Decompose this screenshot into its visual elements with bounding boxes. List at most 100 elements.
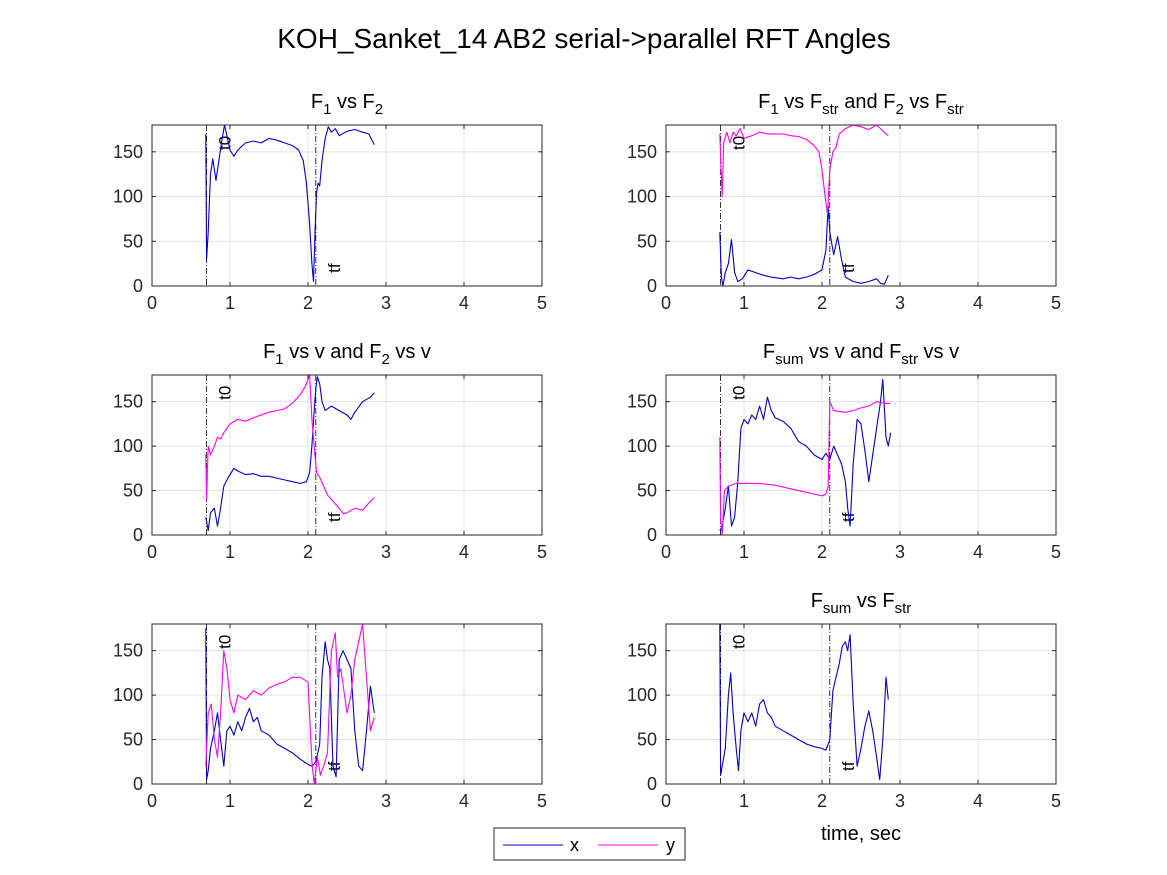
x-tick-label: 3: [895, 791, 905, 811]
event-label-tf: tf: [839, 512, 858, 522]
x-tick-label: 5: [537, 791, 547, 811]
x-tick-label: 2: [303, 293, 313, 313]
title-text: F: [763, 341, 775, 363]
x-tick-label: 2: [817, 293, 827, 313]
title-text: vs F: [904, 91, 947, 113]
y-tick-label: 100: [113, 187, 143, 207]
event-label-t0: t0: [216, 136, 235, 150]
subplot-title: Fsum vs v and Fstr vs v: [763, 341, 959, 368]
x-tick-label: 4: [973, 542, 983, 562]
title-text: F: [811, 590, 823, 612]
x-tick-label: 1: [225, 542, 235, 562]
event-label-tf: tf: [325, 512, 344, 522]
y-tick-label: 0: [647, 525, 657, 545]
plot-area: [666, 125, 1056, 286]
legend-box: [493, 827, 686, 861]
series-group: [719, 378, 892, 535]
y-tick-label: 50: [637, 481, 657, 501]
x-tick-label: 4: [459, 542, 469, 562]
x-tick-label: 0: [147, 293, 157, 313]
figure-title: KOH_Sanket_14 AB2 serial->parallel RFT A…: [277, 23, 890, 54]
x-tick-label: 5: [537, 293, 547, 313]
event-label-t0: t0: [730, 136, 749, 150]
y-tick-label: 150: [627, 392, 657, 412]
title-text: vs v and F: [803, 341, 901, 363]
subplot-title: F1 vs v and F2 vs v: [263, 341, 431, 368]
event-label-tf: tf: [325, 263, 344, 273]
x-tick-label: 1: [225, 791, 235, 811]
x-tick-label: 3: [381, 791, 391, 811]
y-tick-label: 50: [123, 231, 143, 251]
subplot-title: Fsum vs Fstr: [811, 590, 912, 617]
event-label-t0: t0: [216, 386, 235, 400]
series-line-x: [205, 125, 375, 283]
series-group: [205, 375, 375, 532]
event-label-t0: t0: [730, 386, 749, 400]
x-tick-label: 2: [817, 791, 827, 811]
x-tick-label: 5: [1051, 791, 1061, 811]
x-tick-label: 2: [303, 791, 313, 811]
legend-label-x: x: [570, 835, 579, 855]
event-label-t0: t0: [216, 635, 235, 649]
x-tick-label: 5: [1051, 542, 1061, 562]
x-tick-label: 3: [895, 542, 905, 562]
y-tick-label: 100: [627, 685, 657, 705]
y-tick-label: 50: [637, 231, 657, 251]
x-tick-label: 0: [147, 542, 157, 562]
axes-box: [151, 124, 543, 287]
axes-box: [665, 124, 1057, 287]
y-tick-label: 100: [627, 187, 657, 207]
y-tick-label: 0: [647, 774, 657, 794]
y-tick-label: 0: [133, 774, 143, 794]
y-tick-label: 150: [113, 142, 143, 162]
x-tick-label: 0: [661, 293, 671, 313]
x-tick-label: 3: [895, 293, 905, 313]
y-tick-label: 150: [627, 641, 657, 661]
title-subscript: sum: [823, 600, 851, 617]
subplot-title: F1 vs Fstr and F2 vs Fstr: [758, 91, 964, 118]
y-tick-label: 0: [133, 525, 143, 545]
title-subscript: 1: [275, 351, 283, 368]
series-group: [205, 624, 375, 784]
title-subscript: 2: [895, 101, 903, 118]
title-subscript: str: [901, 351, 918, 368]
series-line-y: [205, 375, 375, 515]
title-subscript: str: [822, 101, 839, 118]
x-tick-label: 4: [459, 293, 469, 313]
title-subscript: str: [895, 600, 912, 617]
title-text: vs F: [851, 590, 894, 612]
axes-box: [665, 374, 1057, 536]
axes-box: [151, 374, 543, 536]
series-line-x: [719, 378, 892, 531]
y-tick-label: 100: [113, 436, 143, 456]
event-label-t0: t0: [730, 635, 749, 649]
x-tick-label: 0: [147, 791, 157, 811]
x-tick-label: 4: [973, 293, 983, 313]
title-text: vs v: [918, 341, 959, 363]
x-tick-label: 4: [973, 791, 983, 811]
x-tick-label: 2: [303, 542, 313, 562]
event-label-tf: tf: [325, 761, 344, 771]
y-tick-label: 100: [627, 436, 657, 456]
series-group: [205, 125, 375, 283]
x-tick-label: 3: [381, 293, 391, 313]
y-tick-label: 50: [123, 730, 143, 750]
x-tick-label: 2: [817, 542, 827, 562]
title-text: vs F: [331, 91, 374, 113]
title-text: and F: [839, 91, 896, 113]
x-tick-label: 5: [537, 542, 547, 562]
title-subscript: str: [947, 101, 964, 118]
x-tick-label: 4: [459, 791, 469, 811]
axes-box: [665, 623, 1057, 785]
title-subscript: 2: [381, 351, 389, 368]
x-tick-label: 0: [661, 791, 671, 811]
x-tick-label: 1: [225, 293, 235, 313]
series-line-x: [719, 204, 889, 286]
series-line-x: [719, 624, 889, 781]
x-tick-label: 5: [1051, 293, 1061, 313]
